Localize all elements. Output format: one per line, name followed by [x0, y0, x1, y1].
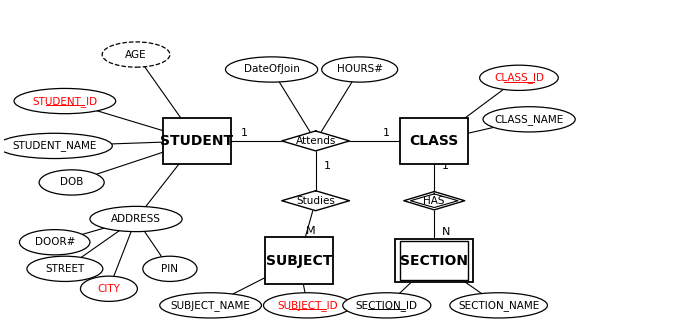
Text: SECTION: SECTION [400, 254, 469, 268]
Ellipse shape [225, 57, 318, 82]
Text: CITY: CITY [98, 284, 120, 294]
Ellipse shape [160, 293, 262, 318]
Text: DOB: DOB [60, 178, 83, 188]
Text: STUDENT_NAME: STUDENT_NAME [12, 140, 97, 151]
Text: Attends: Attends [296, 136, 336, 146]
Text: ADDRESS: ADDRESS [111, 214, 161, 224]
Ellipse shape [264, 293, 352, 318]
Ellipse shape [90, 206, 182, 231]
Ellipse shape [39, 170, 104, 195]
Ellipse shape [479, 65, 558, 90]
Polygon shape [282, 191, 350, 211]
Ellipse shape [27, 256, 103, 281]
Text: Studies: Studies [296, 196, 335, 206]
Ellipse shape [0, 133, 112, 158]
Ellipse shape [343, 293, 431, 318]
Ellipse shape [450, 293, 547, 318]
Ellipse shape [322, 57, 398, 82]
Text: STUDENT: STUDENT [161, 134, 234, 148]
Text: STREET: STREET [45, 264, 85, 274]
Text: CLASS: CLASS [410, 134, 459, 148]
Text: SUBJECT: SUBJECT [266, 254, 332, 268]
Bar [163, 118, 231, 164]
Text: M: M [305, 225, 315, 236]
Text: CLASS_NAME: CLASS_NAME [494, 114, 563, 125]
Text: SECTION_ID: SECTION_ID [356, 300, 418, 311]
Ellipse shape [143, 256, 197, 281]
Bar [400, 118, 468, 164]
Ellipse shape [14, 88, 115, 114]
Text: 1: 1 [443, 161, 449, 171]
Ellipse shape [483, 107, 575, 132]
Text: SUBJECT_NAME: SUBJECT_NAME [171, 300, 251, 311]
Text: CLASS_ID: CLASS_ID [494, 72, 544, 83]
Text: HOURS#: HOURS# [337, 65, 382, 74]
Text: AGE: AGE [125, 50, 147, 60]
Text: SECTION_NAME: SECTION_NAME [458, 300, 540, 311]
Text: SUBJECT_ID: SUBJECT_ID [277, 300, 338, 311]
Bar [400, 241, 469, 280]
Ellipse shape [19, 229, 90, 255]
Ellipse shape [81, 276, 137, 302]
Bar [395, 239, 473, 282]
Text: 1: 1 [383, 128, 390, 138]
Text: DateOfJoin: DateOfJoin [244, 65, 300, 74]
Text: PIN: PIN [161, 264, 178, 274]
Text: DOOR#: DOOR# [35, 237, 75, 247]
Polygon shape [404, 192, 464, 210]
Text: STUDENT_ID: STUDENT_ID [32, 95, 98, 107]
Text: 1: 1 [324, 161, 331, 171]
Polygon shape [282, 131, 350, 151]
Bar [265, 237, 333, 284]
Text: N: N [442, 227, 450, 237]
Text: 1: 1 [241, 128, 248, 138]
Ellipse shape [102, 42, 170, 67]
Text: HAS: HAS [423, 196, 445, 206]
